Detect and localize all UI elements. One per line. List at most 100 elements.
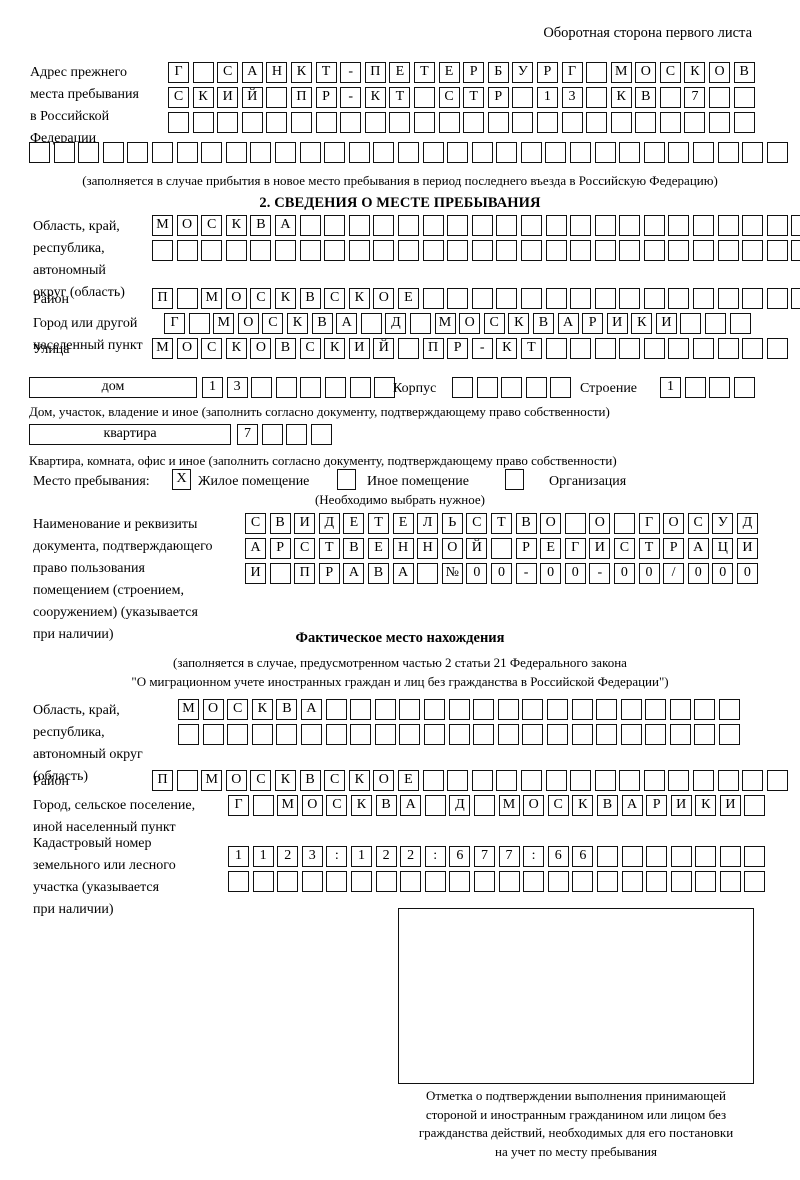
prev-address-r3-cell-12[interactable] [438, 112, 460, 133]
al-district-cell-11[interactable]: Е [397, 770, 419, 791]
al-city-cell-13[interactable]: О [523, 795, 545, 816]
s2-region-r1-cell-10[interactable] [373, 215, 395, 236]
prev-address-r4-cell-13[interactable] [324, 142, 346, 163]
s2-doc-r2-cell-17[interactable]: Т [638, 538, 660, 559]
al-cadastral-r1-cell-3[interactable]: 2 [277, 846, 299, 867]
s2-district-cell-23[interactable] [693, 288, 715, 309]
doc-row-3[interactable]: И П Р А В А № 0 0-0 0-0 0/0 0 0 [245, 563, 758, 584]
s2-region-r1-cell-9[interactable] [348, 215, 370, 236]
s2-region-r1-cell-23[interactable] [693, 215, 715, 236]
al-region-r1-cell-1[interactable]: М [178, 699, 199, 720]
s2-doc-r3-cell-20[interactable]: 0 [712, 563, 734, 584]
al-district-cell-12[interactable] [422, 770, 444, 791]
al-cadastral-r1-cell-10[interactable]: 6 [449, 846, 471, 867]
prev-address-r2-cell-20[interactable]: В [635, 87, 657, 108]
s2-region-r1-cell-14[interactable] [471, 215, 493, 236]
stroenie-cells[interactable]: 1 [660, 377, 755, 398]
s2-doc-r1-cell-19[interactable]: С [687, 513, 709, 534]
s2-district-cell-11[interactable]: Е [397, 288, 419, 309]
s2-doc-r2-cell-20[interactable]: Ц [712, 538, 734, 559]
al-cadastral-r1-cell-5[interactable]: : [326, 846, 348, 867]
s2-region-r1-cell-26[interactable] [766, 215, 788, 236]
s2-doc-r2-cell-1[interactable]: А [245, 538, 266, 559]
s2-district-cell-24[interactable] [717, 288, 739, 309]
prev-address-r1-cell-8[interactable]: - [340, 62, 362, 83]
s2-street-cell-24[interactable] [717, 338, 739, 359]
s2-region-r1-cell-16[interactable] [520, 215, 542, 236]
s2-doc-r3-cell-17[interactable]: 0 [638, 563, 660, 584]
s2-doc-r1-cell-2[interactable]: В [269, 513, 291, 534]
s2-city-cell-19[interactable]: И [606, 313, 628, 334]
prev-address-r2-cell-4[interactable]: Й [241, 87, 263, 108]
al-region-r1-cell-20[interactable] [645, 699, 667, 720]
al-cadastral-r1-cell-6[interactable]: 1 [350, 846, 372, 867]
s2-region-r2-cell-1[interactable] [152, 240, 173, 261]
s2-doc-r2-cell-14[interactable]: Г [564, 538, 586, 559]
s2-doc-r2-cell-4[interactable]: Т [318, 538, 340, 559]
s2-district-cell-13[interactable] [447, 288, 469, 309]
s2-street-cell-25[interactable] [742, 338, 764, 359]
al-city-cell-4[interactable]: О [301, 795, 323, 816]
s2-korpus-cell-3[interactable] [501, 377, 523, 398]
korpus-cells[interactable] [452, 377, 572, 398]
s2-district-cell-26[interactable] [766, 288, 788, 309]
prev-address-r1-cell-1[interactable]: Г [168, 62, 189, 83]
prev-address-r4-cell-24[interactable] [594, 142, 616, 163]
al-cadastral-r2-cell-16[interactable] [596, 871, 618, 892]
prev-address-r3-cell-22[interactable] [684, 112, 706, 133]
prev-address-r4-cell-30[interactable] [742, 142, 764, 163]
prev-address-r1-cell-14[interactable]: Б [487, 62, 509, 83]
al-cadastral-row-2[interactable] [228, 871, 766, 892]
s2-doc-r1-cell-14[interactable] [564, 513, 586, 534]
al-region-r2-cell-20[interactable] [645, 724, 667, 745]
s2-doc-r2-cell-15[interactable]: И [589, 538, 611, 559]
s2-flat-cell-3[interactable] [286, 424, 308, 445]
prev-address-r2-cell-1[interactable]: С [168, 87, 189, 108]
al-district-cell-10[interactable]: О [373, 770, 395, 791]
s2-street-cell-11[interactable] [397, 338, 419, 359]
prev-address-r2-cell-16[interactable]: 1 [536, 87, 558, 108]
prev-address-r2-cell-19[interactable]: К [610, 87, 632, 108]
s2-street-cell-13[interactable]: Р [447, 338, 469, 359]
prev-address-r3-cell-20[interactable] [635, 112, 657, 133]
prev-address-r3-cell-23[interactable] [709, 112, 731, 133]
flat-number-cells[interactable]: 7 [237, 424, 332, 445]
s2-doc-r2-cell-2[interactable]: Р [269, 538, 291, 559]
al-region-r1-cell-9[interactable] [374, 699, 396, 720]
al-district-cell-9[interactable]: К [348, 770, 370, 791]
al-cadastral-r2-cell-15[interactable] [572, 871, 594, 892]
al-cadastral-r1-cell-14[interactable]: 6 [547, 846, 569, 867]
s2-region-r1-cell-6[interactable]: А [274, 215, 296, 236]
s2-street-cell-4[interactable]: К [225, 338, 247, 359]
s2-stroenie-cell-2[interactable] [684, 377, 706, 398]
al-city-cell-16[interactable]: В [596, 795, 618, 816]
s2-region-r2-cell-25[interactable] [742, 240, 764, 261]
s2-doc-r2-cell-11[interactable] [490, 538, 512, 559]
s2-doc-r3-cell-2[interactable] [269, 563, 291, 584]
al-region-r2-cell-17[interactable] [571, 724, 593, 745]
s2-doc-r2-cell-19[interactable]: А [687, 538, 709, 559]
prev-address-r1-cell-24[interactable]: В [733, 62, 755, 83]
prev-address-r3-cell-5[interactable] [266, 112, 288, 133]
prev-address-r1-cell-22[interactable]: К [684, 62, 706, 83]
prev-address-r4-cell-3[interactable] [78, 142, 100, 163]
al-district-cell-26[interactable] [766, 770, 788, 791]
al-cadastral-r1-cell-7[interactable]: 2 [375, 846, 397, 867]
s2-doc-r3-cell-12[interactable]: - [515, 563, 537, 584]
al-region-r2-cell-13[interactable] [473, 724, 495, 745]
al-region-r2-cell-7[interactable] [325, 724, 347, 745]
prev-address-r2-cell-18[interactable] [586, 87, 608, 108]
al-district-cell-5[interactable]: С [250, 770, 272, 791]
al-district-cell-23[interactable] [693, 770, 715, 791]
s2-district-cell-18[interactable] [570, 288, 592, 309]
s2-region-r2-cell-15[interactable] [496, 240, 518, 261]
prev-address-r3-cell-14[interactable] [487, 112, 509, 133]
al-region-r1-cell-17[interactable] [571, 699, 593, 720]
al-city-cell-17[interactable]: А [621, 795, 643, 816]
s2-district-cell-21[interactable] [643, 288, 665, 309]
s2-region-r1-cell-1[interactable]: М [152, 215, 173, 236]
s2-region-r2-cell-24[interactable] [717, 240, 739, 261]
prev-address-r2-cell-14[interactable]: Р [487, 87, 509, 108]
